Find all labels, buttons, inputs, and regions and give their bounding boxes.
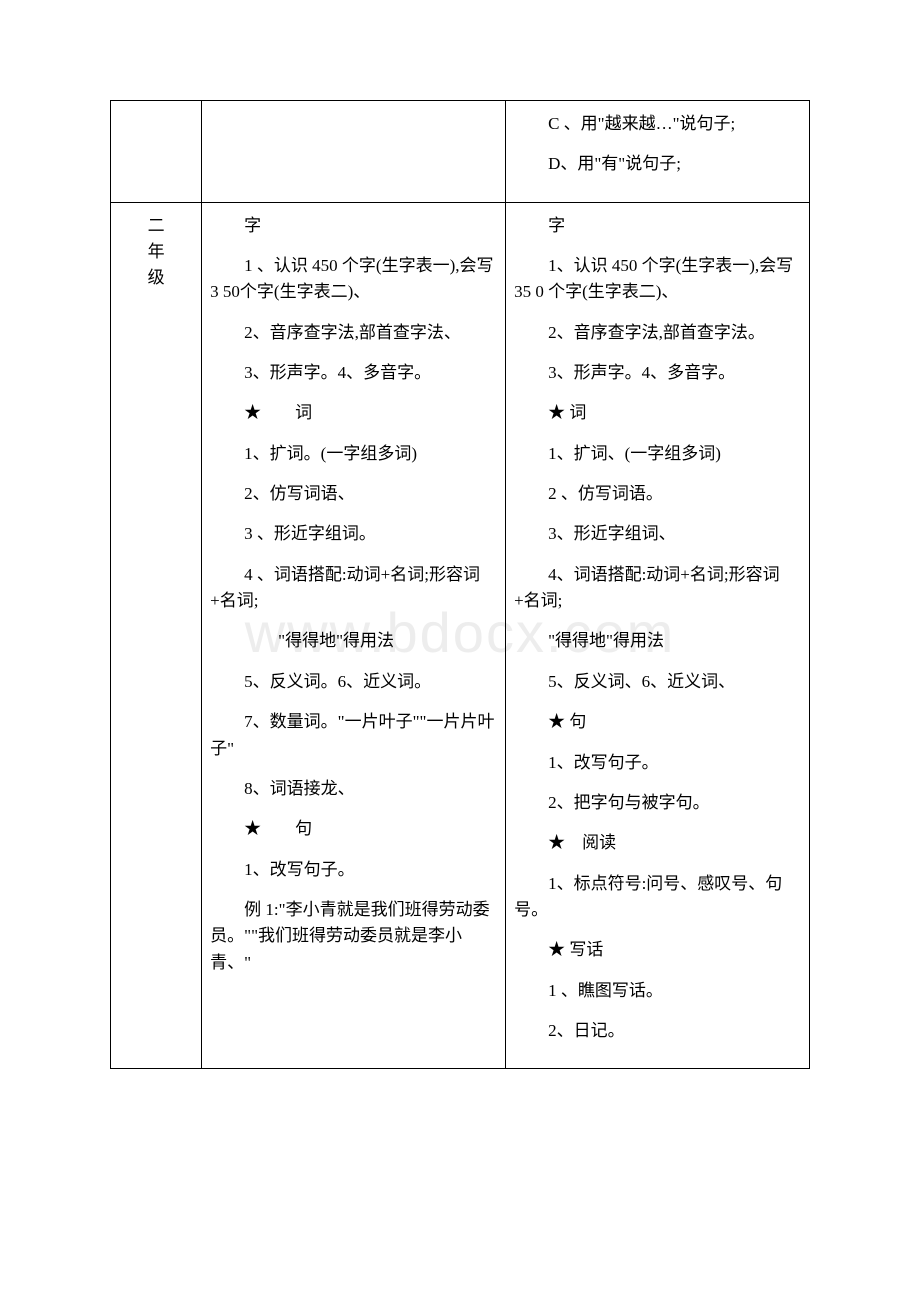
paragraph: 2、日记。	[514, 1018, 801, 1044]
paragraph: 1、改写句子。	[210, 857, 497, 883]
paragraph: 1、扩词、(一字组多词)	[514, 441, 801, 467]
paragraph: 2 、仿写词语。	[514, 481, 801, 507]
paragraph: 5、反义词。6、近义词。	[210, 669, 497, 695]
paragraph: 2、仿写词语、	[210, 481, 497, 507]
paragraph: ★ 句	[514, 709, 801, 735]
paragraph: 1、标点符号:问号、感叹号、句号。	[514, 871, 801, 924]
cell-grade-2: 二 年 级	[111, 202, 202, 1069]
paragraph: 字	[514, 213, 801, 239]
paragraph: 2、音序查字法,部首查字法、	[210, 320, 497, 346]
paragraph: 5、反义词、6、近义词、	[514, 669, 801, 695]
grade-char-1: 二	[148, 216, 165, 235]
paragraph: 8、词语接龙、	[210, 776, 497, 802]
paragraph: 1、改写句子。	[514, 750, 801, 776]
cell-right-prev: C 、用"越来越…"说句子; D、用"有"说句子;	[506, 101, 810, 203]
paragraph: 2、音序查字法,部首查字法。	[514, 320, 801, 346]
paragraph: 3、形声字。4、多音字。	[210, 360, 497, 386]
cell-left-grade2: 字 1 、认识 450 个字(生字表一),会写 3 50个字(生字表二)、 2、…	[202, 202, 506, 1069]
paragraph: "得得地"得用法	[514, 628, 801, 654]
paragraph: 3、形近字组词、	[514, 521, 801, 547]
paragraph: 字	[210, 213, 497, 239]
paragraph: ★ 写话	[514, 937, 801, 963]
cell-right-grade2: 字 1、认识 450 个字(生字表一),会写 35 0 个字(生字表二)、 2、…	[506, 202, 810, 1069]
paragraph: 1 、认识 450 个字(生字表一),会写 3 50个字(生字表二)、	[210, 253, 497, 306]
cell-grade-prev	[111, 101, 202, 203]
paragraph: 2、把字句与被字句。	[514, 790, 801, 816]
cell-left-prev	[202, 101, 506, 203]
table-row: C 、用"越来越…"说句子; D、用"有"说句子;	[111, 101, 810, 203]
content-table: C 、用"越来越…"说句子; D、用"有"说句子; 二 年 级 字 1 、认识 …	[110, 100, 810, 1069]
document-page: www.bdocx.com C 、用"越来越…"说句子; D、用"有"说句子; …	[0, 0, 920, 1129]
grade-char-3: 级	[148, 268, 165, 287]
paragraph: 3 、形近字组词。	[210, 521, 497, 547]
paragraph: ★ 词	[514, 400, 801, 426]
table-row: 二 年 级 字 1 、认识 450 个字(生字表一),会写 3 50个字(生字表…	[111, 202, 810, 1069]
paragraph: ★ 阅读	[514, 830, 801, 856]
paragraph: C 、用"越来越…"说句子;	[514, 111, 801, 137]
paragraph: ★ 句	[210, 816, 497, 842]
paragraph: 1、扩词。(一字组多词)	[210, 441, 497, 467]
paragraph: 1、认识 450 个字(生字表一),会写 35 0 个字(生字表二)、	[514, 253, 801, 306]
paragraph: 4、词语搭配:动词+名词;形容词+名词;	[514, 562, 801, 615]
paragraph: ★ 词	[210, 400, 497, 426]
grade-char-2: 年	[148, 242, 165, 261]
paragraph: 例 1:"李小青就是我们班得劳动委员。""我们班得劳动委员就是李小青、"	[210, 897, 497, 976]
paragraph: 1 、瞧图写话。	[514, 978, 801, 1004]
paragraph: 3、形声字。4、多音字。	[514, 360, 801, 386]
paragraph: 7、数量词。"一片叶子""一片片叶子"	[210, 709, 497, 762]
paragraph: "得得地"得用法	[210, 628, 497, 654]
paragraph: D、用"有"说句子;	[514, 151, 801, 177]
paragraph: 4 、词语搭配:动词+名词;形容词+名词;	[210, 562, 497, 615]
